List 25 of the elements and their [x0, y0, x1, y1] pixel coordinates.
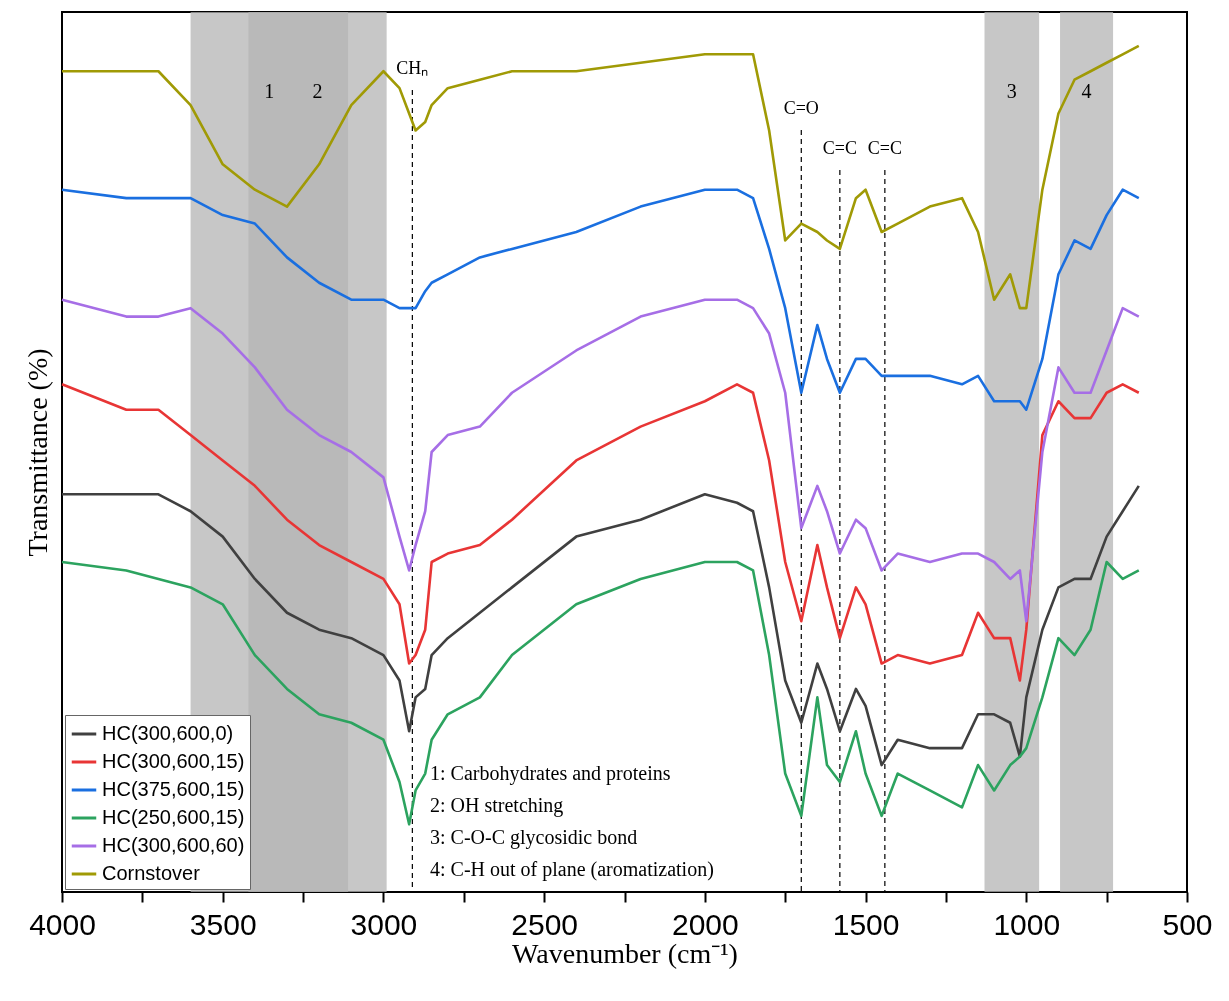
ref-line-label: CHₙ: [396, 58, 429, 78]
legend-label: Cornstover: [102, 862, 201, 884]
x-tick-label: 4000: [29, 907, 96, 941]
x-tick-label: 3500: [189, 907, 257, 941]
x-tick-label: 3000: [350, 907, 418, 941]
annotation: 1: Carbohydrates and proteins: [430, 762, 671, 785]
legend-label: HC(300,600,0): [102, 722, 234, 744]
band-label: 1: [264, 80, 275, 102]
legend-label: HC(375,600,15): [102, 778, 245, 800]
legend-label: HC(250,600,15): [102, 806, 245, 828]
legend-label: HC(300,600,15): [102, 750, 245, 772]
annotation: 3: C-O-C glycosidic bond: [430, 826, 638, 849]
x-tick-label: 500: [1162, 907, 1213, 941]
band-label: 3: [1006, 80, 1017, 102]
x-tick-label: 1500: [832, 907, 900, 941]
ref-line-label: C=C: [822, 138, 857, 158]
legend-label: HC(300,600,60): [102, 834, 245, 856]
x-tick-label: 1000: [993, 907, 1061, 941]
band-label: 4: [1081, 80, 1092, 102]
band-label: 2: [312, 80, 323, 102]
ref-line-label: C=O: [783, 98, 819, 118]
annotation: 2: OH stretching: [430, 794, 564, 817]
annotation: 4: C-H out of plane (aromatization): [430, 858, 714, 881]
ref-line-label: C=C: [867, 138, 902, 158]
y-axis-title: Transmittance (%): [21, 348, 53, 557]
